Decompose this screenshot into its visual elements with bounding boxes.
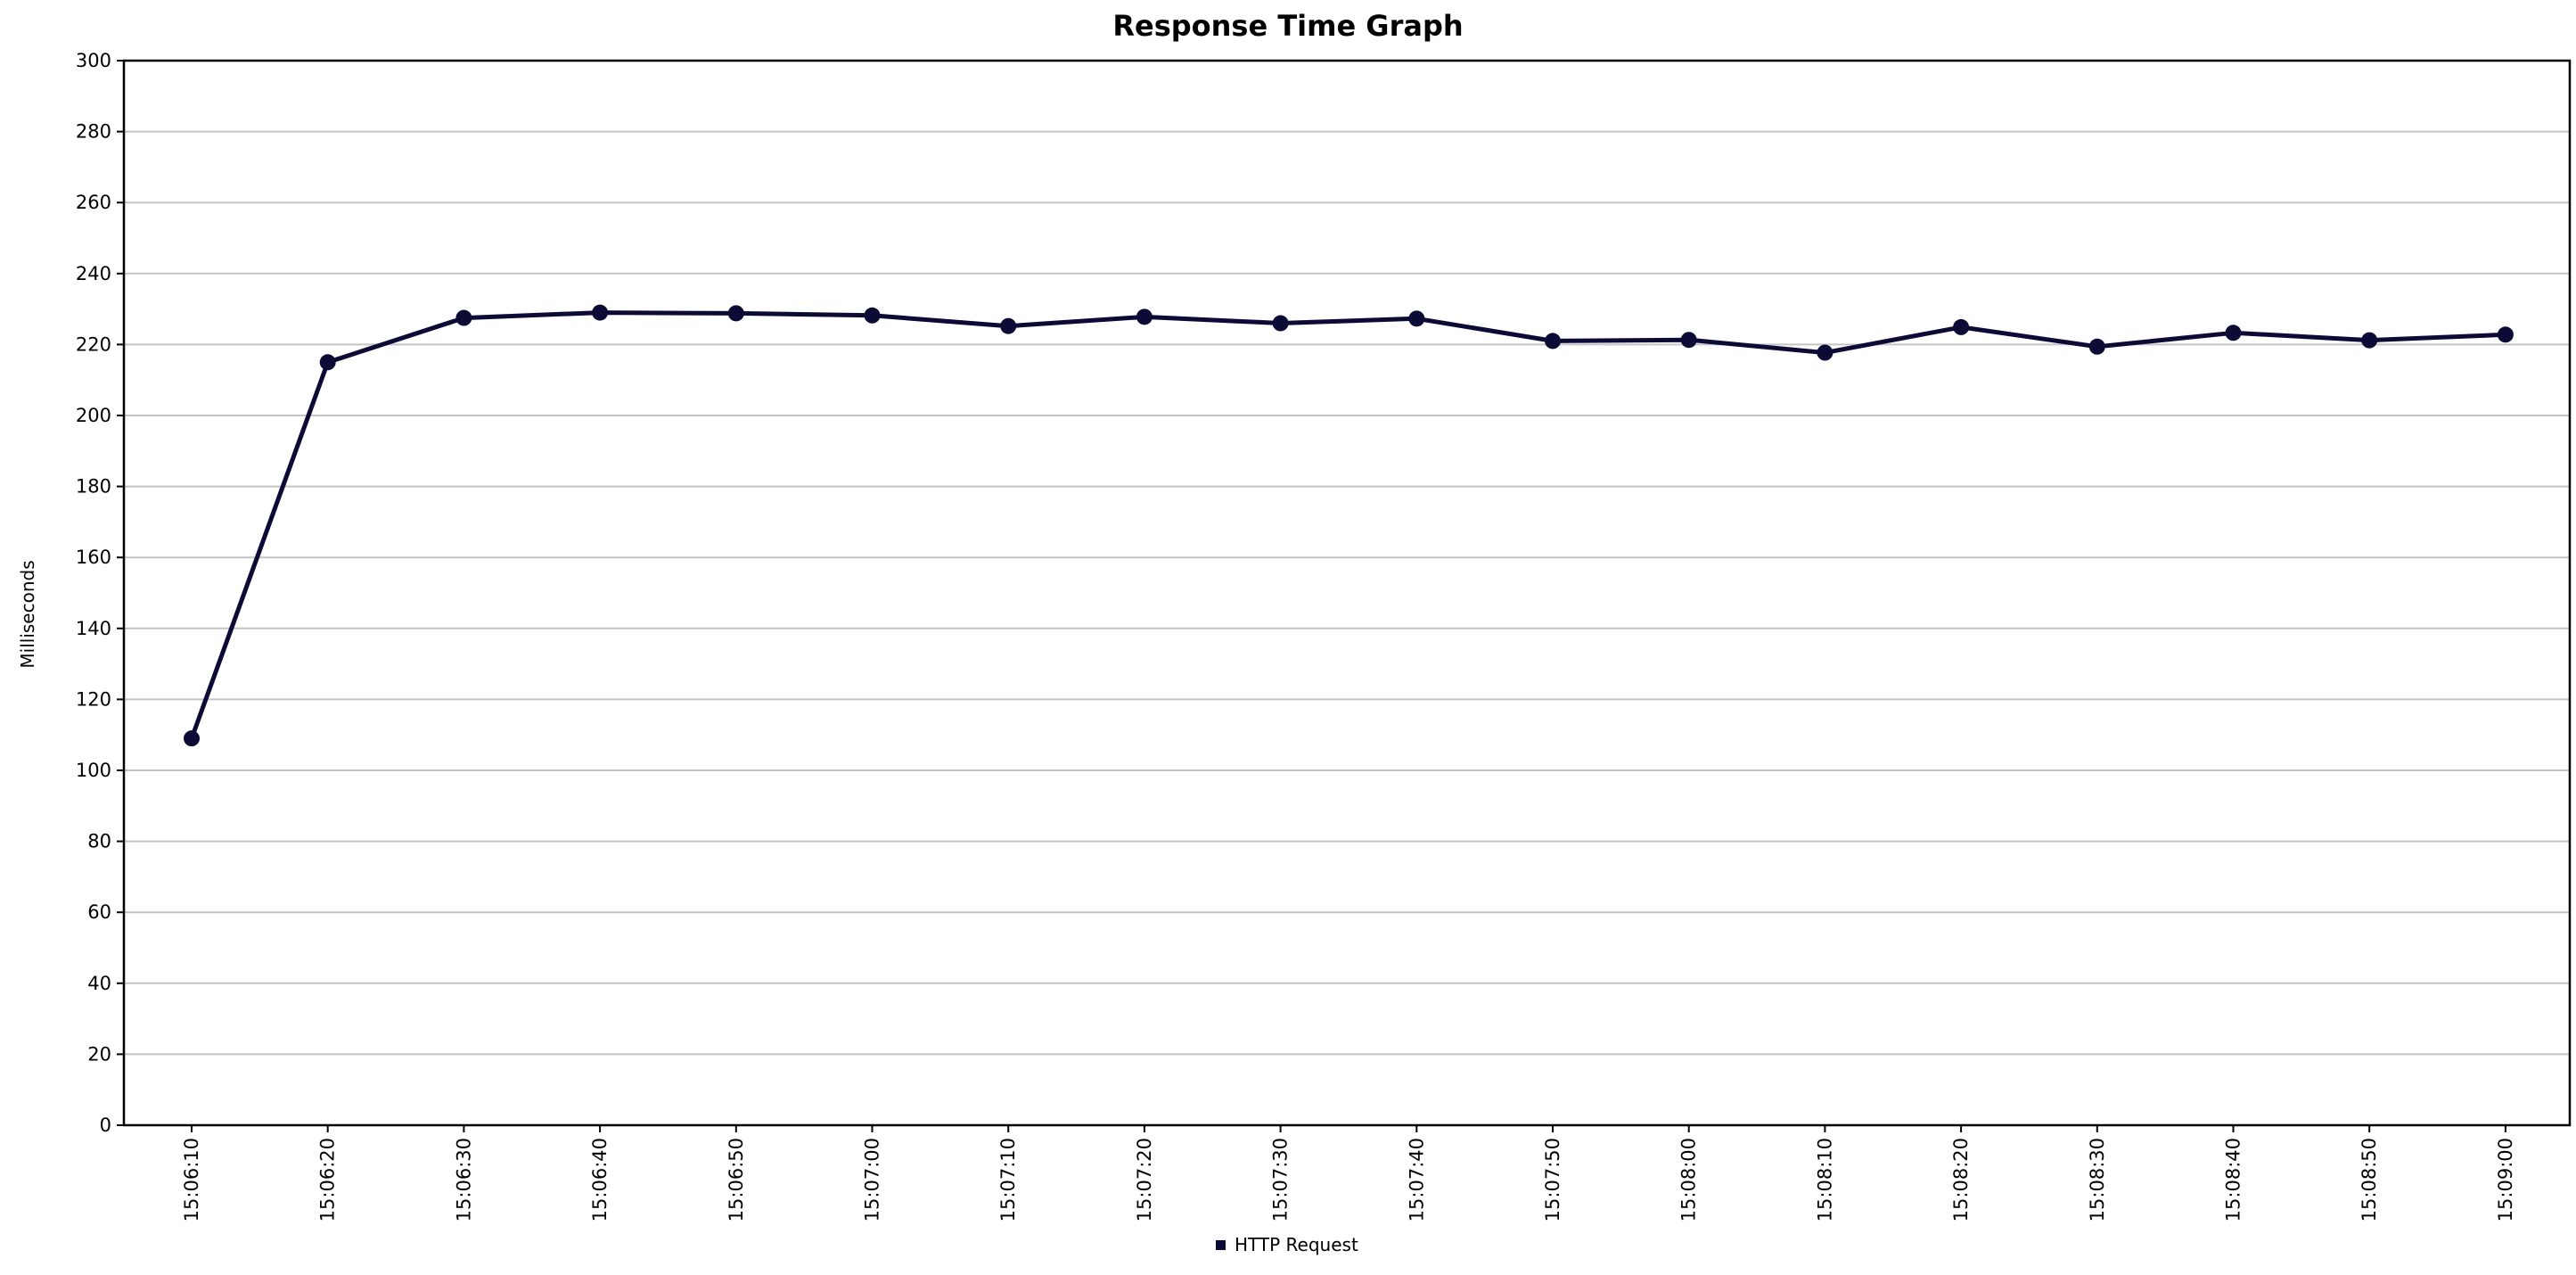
data-point [1272,315,1289,332]
x-tick-label: 15:06:10 [181,1138,202,1222]
x-tick-label: 15:06:50 [726,1138,747,1222]
y-tick-label: 300 [76,50,111,71]
data-point [1136,308,1153,325]
data-point [2225,325,2242,341]
x-tick-label: 15:08:10 [1814,1138,1835,1222]
y-tick-label: 100 [76,760,111,781]
data-point [1953,318,1970,335]
y-tick-label: 280 [76,121,111,143]
y-tick-label: 120 [76,688,111,710]
x-tick-label: 15:08:00 [1678,1138,1700,1222]
legend-swatch-http-request [1216,1240,1226,1250]
x-axis: 15:06:10 15:06:20 15:06:30 15:06:40 15:06:50… [181,1125,2516,1222]
y-tick-label: 80 [87,831,111,852]
x-tick-label: 15:08:50 [2359,1138,2380,1222]
x-tick-label: 15:07:00 [862,1138,883,1222]
y-tick-label: 180 [76,476,111,498]
x-tick-label: 15:08:20 [1950,1138,1972,1222]
y-tick-label: 240 [76,263,111,284]
series-line-http-request [189,310,2508,741]
data-point [2088,338,2105,355]
series-layer [184,304,2514,747]
data-point [592,304,609,321]
data-point [727,305,744,322]
y-axis-title: Milliseconds [17,560,38,668]
y-tick-label: 260 [76,192,111,213]
data-point [1817,344,1834,361]
x-tick-label: 15:07:50 [1542,1138,1563,1222]
data-point [184,730,200,747]
gridlines [124,130,2570,1056]
x-tick-label: 15:08:30 [2087,1138,2108,1222]
y-tick-label: 40 [87,973,111,994]
x-tick-label: 15:06:40 [589,1138,611,1222]
data-point [1680,332,1697,349]
plot-area-frame [122,59,2572,1127]
x-tick-label: 15:07:40 [1406,1138,1427,1222]
x-tick-label: 15:09:00 [2495,1138,2516,1222]
y-tick-label: 0 [100,1115,111,1136]
legend: HTTP Request [1216,1234,1358,1255]
data-point [2497,326,2514,343]
y-tick-label: 160 [76,547,111,568]
y-axis: 0 20 40 60 80 100 120 140 160 180 200 220 240 260 280 3… [76,50,124,1136]
data-point [1545,333,1561,350]
x-tick-label: 15:06:30 [453,1138,474,1222]
data-point [2361,332,2378,349]
data-point [864,307,881,324]
y-tick-label: 140 [76,618,111,639]
x-tick-label: 15:06:20 [317,1138,339,1222]
y-tick-label: 60 [87,901,111,923]
data-point [455,309,472,326]
x-tick-label: 15:07:10 [997,1138,1019,1222]
x-tick-label: 15:07:30 [1270,1138,1292,1222]
x-tick-label: 15:08:40 [2223,1138,2244,1222]
chart-title: Response Time Graph [1112,9,1463,43]
y-tick-label: 200 [76,405,111,426]
y-tick-label: 20 [87,1043,111,1065]
y-tick-label: 220 [76,333,111,355]
x-tick-label: 15:07:20 [1134,1138,1155,1222]
data-point [1408,310,1425,327]
legend-label-http-request: HTTP Request [1235,1234,1358,1255]
data-point [319,354,336,371]
data-point [1000,317,1017,334]
